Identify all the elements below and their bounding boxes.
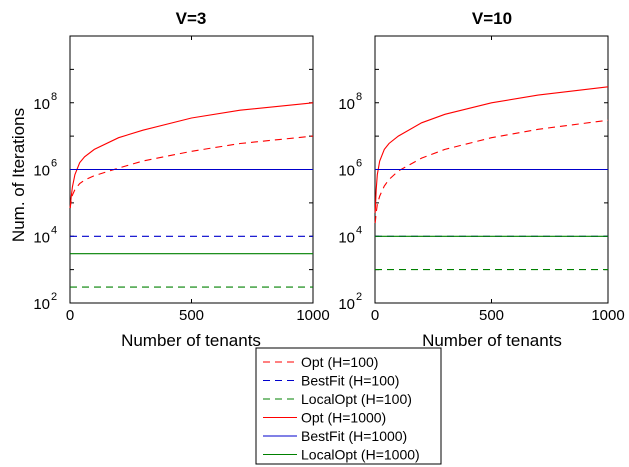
legend-entries: Opt (H=100) BestFit (H=100) LocalOpt (H=10… (263, 354, 420, 463)
x-tick-label: 1000 (296, 307, 329, 324)
y-tick-exponent: 8 (356, 91, 362, 103)
legend-label: BestFit (H=1000) (301, 428, 407, 444)
y-tick-exponent: 4 (356, 224, 362, 236)
panel-left: V=3 Num. of Iterations Number of tenants… (9, 9, 330, 350)
legend-label: BestFit (H=100) (301, 373, 399, 389)
y-tick-label: 10 (338, 296, 355, 313)
y-tick-label: 10 (33, 163, 50, 180)
series-line-opt-h-1000 (69, 102, 314, 209)
legend-label: Opt (H=1000) (301, 410, 386, 426)
legend-box (255, 347, 442, 465)
legend-label: LocalOpt (H=1000) (301, 447, 420, 463)
y-tick-exponent: 8 (51, 91, 57, 103)
y-tick-exponent: 2 (356, 291, 362, 303)
y-tick-label: 10 (33, 229, 50, 246)
y-tick-label: 10 (33, 296, 50, 313)
x-axis-label: Number of tenants (422, 331, 562, 350)
panel-title: V=10 (472, 9, 512, 28)
y-axis-label: Num. of Iterations (9, 108, 28, 242)
series-line-opt-h-100 (374, 119, 609, 224)
y-tick-exponent: 6 (356, 158, 362, 170)
y-tick-exponent: 4 (51, 224, 57, 236)
legend-label: LocalOpt (H=100) (301, 391, 412, 407)
x-tick-label: 0 (371, 307, 379, 324)
x-tick-label: 0 (66, 307, 74, 324)
y-tick-exponent: 6 (51, 158, 57, 170)
y-tick-label: 10 (33, 96, 50, 113)
series-line-opt-h-100 (69, 135, 314, 209)
y-tick-label: 10 (338, 96, 355, 113)
x-tick-label: 1000 (591, 307, 624, 324)
legend-label: Opt (H=100) (301, 354, 378, 370)
y-tick-exponent: 2 (51, 291, 57, 303)
y-tick-label: 10 (338, 163, 355, 180)
series-line-opt-h-1000 (374, 86, 609, 213)
series-group (69, 102, 314, 288)
legend: Opt (H=100) BestFit (H=100) LocalOpt (H=10… (255, 347, 442, 465)
panel-title: V=3 (176, 9, 207, 28)
series-group (374, 86, 609, 271)
x-tick-label: 500 (479, 307, 504, 324)
x-axis-label: Number of tenants (121, 331, 261, 350)
x-tick-label: 500 (179, 307, 204, 324)
y-tick-label: 10 (338, 229, 355, 246)
